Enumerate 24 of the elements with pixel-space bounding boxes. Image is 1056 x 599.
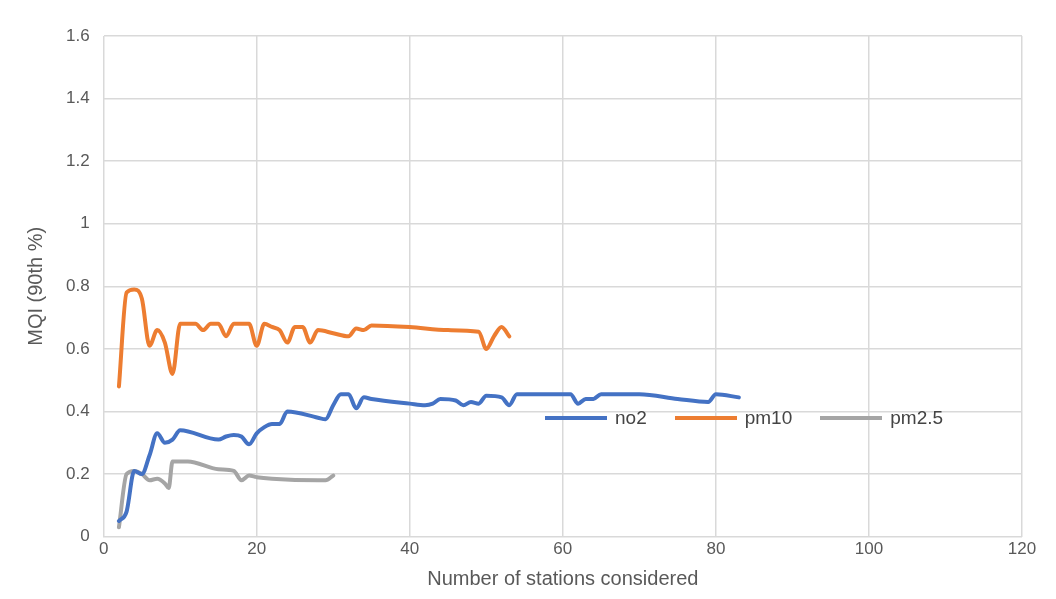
y-tick-label: 0.4 bbox=[65, 401, 90, 421]
legend-label: pm10 bbox=[744, 407, 793, 429]
y-tick-label: 1.4 bbox=[65, 88, 90, 108]
y-tick-label: 0.2 bbox=[65, 463, 90, 483]
x-tick-label: 60 bbox=[553, 539, 573, 559]
y-axis-title: MQI (90th %) bbox=[23, 226, 46, 346]
x-tick-label: 20 bbox=[247, 539, 267, 559]
x-tick-label: 40 bbox=[400, 539, 420, 559]
y-tick-label: 0.6 bbox=[65, 338, 90, 358]
x-tick-label: 100 bbox=[854, 539, 884, 559]
legend-label: no2 bbox=[615, 407, 647, 429]
x-tick-label: 120 bbox=[1007, 539, 1037, 559]
line-series bbox=[116, 287, 512, 389]
line-series bbox=[116, 459, 336, 530]
y-tick-label: 1 bbox=[80, 213, 90, 233]
legend-label: pm2.5 bbox=[890, 407, 944, 429]
y-tick-label: 1.2 bbox=[65, 150, 90, 170]
y-tick-label: 0.8 bbox=[65, 275, 90, 295]
x-tick-label: 0 bbox=[98, 539, 109, 559]
y-tick-label: 0 bbox=[80, 526, 90, 546]
line-series bbox=[116, 392, 741, 523]
y-tick-label: 1.6 bbox=[65, 25, 90, 45]
x-tick-label: 80 bbox=[706, 539, 726, 559]
x-axis-title: Number of stations considered bbox=[427, 566, 699, 589]
